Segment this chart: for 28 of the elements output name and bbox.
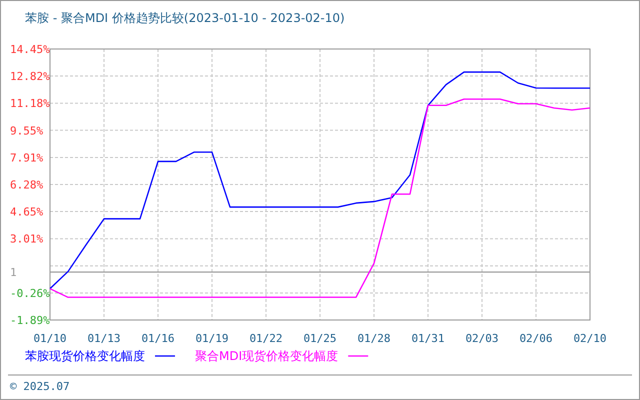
legend-label: 聚合MDI现货价格变化幅度 xyxy=(195,349,338,363)
line-series xyxy=(49,98,591,298)
y-tick-label: 7.91% xyxy=(10,151,44,164)
y-tick-label: 6.28% xyxy=(10,178,44,192)
x-tick-label: 01/25 xyxy=(303,332,337,345)
x-tick-label: 02/03 xyxy=(465,332,499,345)
chart-title: 苯胺 - 聚合MDI 价格趋势比较(2023-01-10 - 2023-02-10) xyxy=(25,11,345,25)
x-tick-label: 01/19 xyxy=(195,332,229,345)
y-tick-label: -0.26% xyxy=(10,286,50,300)
y-tick-label: 12.82% xyxy=(10,70,50,84)
legend-label: 苯胺现货价格变化幅度 xyxy=(25,349,145,363)
x-tick-label: 01/28 xyxy=(357,332,391,345)
y-tick-label: 4.65% xyxy=(10,206,44,219)
x-tick-label: 01/22 xyxy=(249,332,283,345)
x-tick-label: 02/10 xyxy=(573,332,607,345)
x-tick-label: 01/31 xyxy=(411,332,445,345)
text: © 2025.07 xyxy=(10,380,70,393)
y-tick-label: 11.18% xyxy=(10,97,50,110)
x-tick-label: 02/06 xyxy=(519,332,553,345)
y-tick-label: 9.55% xyxy=(10,124,44,138)
ref-line-label: 1 xyxy=(10,266,17,280)
y-tick-label: 14.45% xyxy=(10,43,50,56)
x-tick-label: 01/10 xyxy=(33,332,67,345)
y-tick-label: -1.89% xyxy=(10,314,50,327)
y-tick-label: 3.01% xyxy=(10,232,44,246)
line-series xyxy=(49,71,591,290)
x-tick-label: 01/16 xyxy=(141,332,175,345)
x-tick-label: 01/13 xyxy=(87,332,121,345)
